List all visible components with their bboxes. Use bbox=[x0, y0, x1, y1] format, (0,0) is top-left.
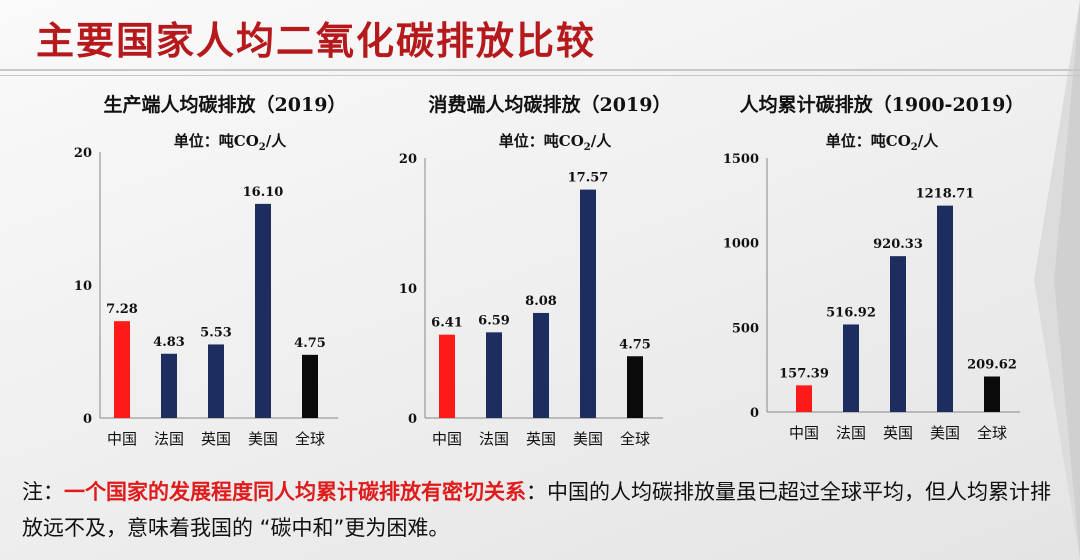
x-tick-label: 美国 bbox=[930, 424, 960, 442]
title-rule bbox=[0, 69, 1080, 71]
chart-1-title: 生产端人均碳排放（2019） bbox=[103, 94, 347, 116]
chart-1-unit: 单位：吨CO2/人 bbox=[173, 132, 287, 153]
bar bbox=[796, 385, 812, 412]
bar bbox=[208, 344, 224, 418]
footnote: 注：一个国家的发展程度同人均累计碳排放有密切关系：中国的人均碳排放量虽已超过全球… bbox=[22, 474, 1062, 546]
x-tick-label: 全球 bbox=[620, 430, 650, 448]
title-rule-thin bbox=[0, 75, 1080, 76]
bar bbox=[486, 332, 502, 418]
chart-2-title: 消费端人均碳排放（2019） bbox=[428, 94, 672, 116]
data-label: 4.83 bbox=[153, 335, 185, 350]
y-tick-label: 500 bbox=[732, 321, 759, 336]
footnote-prefix: 注： bbox=[22, 480, 64, 504]
data-label: 16.10 bbox=[243, 185, 284, 200]
data-label: 5.53 bbox=[200, 325, 232, 340]
bar bbox=[890, 256, 906, 412]
x-tick-label: 中国 bbox=[789, 424, 819, 442]
x-tick-label: 英国 bbox=[883, 424, 913, 442]
data-label: 8.08 bbox=[525, 294, 557, 309]
bar bbox=[439, 334, 455, 418]
y-tick-label: 20 bbox=[74, 146, 92, 161]
data-label: 920.33 bbox=[873, 237, 923, 252]
chart-3: 0 500 1000 1500 157.39 中国 516.92 法国 920.33 英国 1218… bbox=[723, 152, 1020, 442]
chevron-decoration bbox=[1034, 0, 1080, 560]
bar bbox=[533, 312, 549, 418]
x-tick-label: 全球 bbox=[977, 424, 1007, 442]
chart-3-title: 人均累计碳排放（1900-2019） bbox=[739, 94, 1025, 116]
x-tick-label: 美国 bbox=[248, 430, 278, 448]
bar bbox=[984, 376, 1000, 412]
x-tick-label: 美国 bbox=[573, 430, 603, 448]
data-label: 1218.71 bbox=[916, 187, 975, 202]
bar bbox=[114, 321, 130, 418]
y-tick-label: 0 bbox=[408, 412, 417, 427]
data-label: 4.75 bbox=[294, 336, 326, 351]
bar bbox=[937, 205, 953, 412]
y-tick-label: 0 bbox=[83, 412, 92, 427]
x-tick-label: 全球 bbox=[295, 430, 325, 448]
footnote-text: ：中国的人均碳排放量虽已超过全球平均，但人均累计排放远不及，意味着我国的 “碳中… bbox=[22, 480, 1051, 540]
bar bbox=[627, 356, 643, 418]
data-label: 6.41 bbox=[431, 316, 463, 331]
data-label: 157.39 bbox=[779, 366, 829, 381]
x-tick-label: 法国 bbox=[836, 424, 866, 442]
data-label: 516.92 bbox=[826, 305, 876, 320]
data-label: 7.28 bbox=[106, 302, 138, 317]
data-label: 6.59 bbox=[478, 313, 510, 328]
y-tick-label: 0 bbox=[750, 406, 759, 421]
data-label: 209.62 bbox=[967, 358, 1017, 373]
x-tick-label: 中国 bbox=[107, 430, 137, 448]
bar bbox=[302, 354, 318, 418]
bar bbox=[161, 353, 177, 418]
page-title: 主要国家人均二氧化碳排放比较 bbox=[36, 19, 597, 63]
chart-3-unit: 单位：吨CO2/人 bbox=[825, 132, 939, 153]
chart-2-unit: 单位：吨CO2/人 bbox=[498, 132, 612, 153]
bar bbox=[255, 203, 271, 418]
y-tick-label: 10 bbox=[74, 279, 92, 294]
x-tick-label: 中国 bbox=[432, 430, 462, 448]
bar bbox=[580, 189, 596, 418]
data-label: 4.75 bbox=[619, 337, 651, 352]
x-tick-label: 英国 bbox=[526, 430, 556, 448]
y-tick-label: 1500 bbox=[723, 152, 759, 167]
y-tick-label: 1000 bbox=[723, 237, 759, 252]
footnote-highlight: 一个国家的发展程度同人均累计碳排放有密切关系 bbox=[64, 480, 526, 504]
y-tick-label: 10 bbox=[399, 282, 417, 297]
y-tick-label: 20 bbox=[399, 152, 417, 167]
x-tick-label: 英国 bbox=[201, 430, 231, 448]
bar bbox=[843, 324, 859, 412]
x-tick-label: 法国 bbox=[154, 430, 184, 448]
data-label: 17.57 bbox=[568, 171, 609, 186]
chart-1: 0 10 20 7.28 中国 4.83 法国 5.53 英国 16.10 美国 4.75 全球 bbox=[74, 146, 338, 448]
chart-2: 0 10 20 6.41 中国 6.59 法国 8.08 英国 17.57 美国 4.75 全球 bbox=[399, 152, 663, 448]
x-tick-label: 法国 bbox=[479, 430, 509, 448]
